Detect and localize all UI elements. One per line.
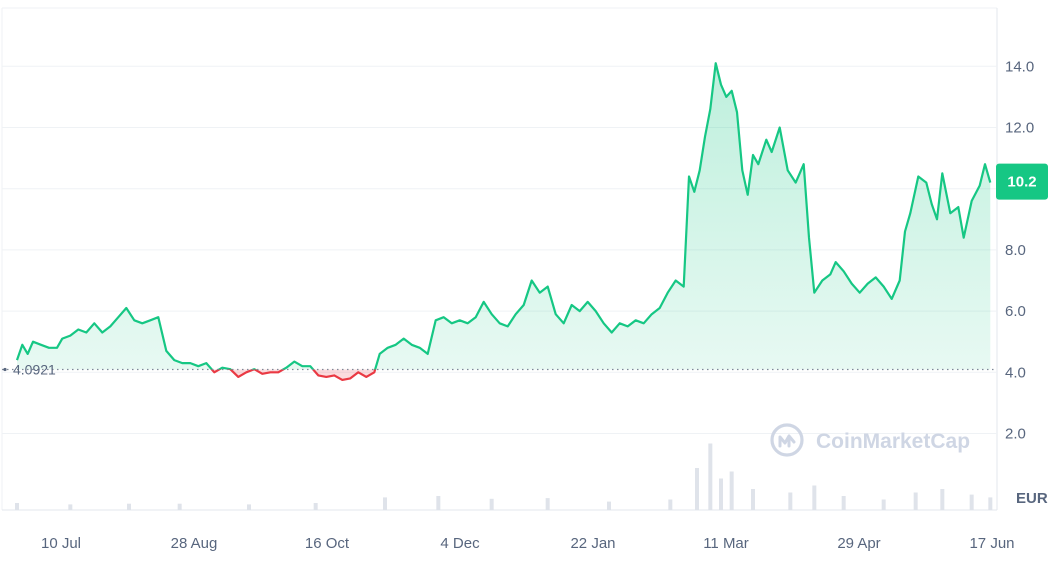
price-area-up bbox=[17, 63, 991, 370]
volume-bar bbox=[313, 503, 318, 510]
volume-bar bbox=[881, 499, 886, 510]
y-tick-label: 12.0 bbox=[1005, 120, 1034, 137]
volume-bar bbox=[607, 501, 611, 510]
volume-bar bbox=[15, 503, 19, 510]
volume-bar bbox=[719, 478, 723, 510]
volume-bar bbox=[68, 504, 73, 510]
volume-bar bbox=[940, 489, 945, 510]
coinmarketcap-logo-mark bbox=[778, 434, 796, 448]
current-price-badge[interactable] bbox=[996, 163, 1048, 200]
reference-price-label: 4.0921 bbox=[13, 361, 56, 377]
current-price-label: 10.2 bbox=[1007, 174, 1036, 191]
volume-bar bbox=[489, 498, 494, 510]
volume-bar bbox=[668, 499, 673, 510]
x-tick-label: 29 Apr bbox=[837, 535, 880, 552]
x-tick-label: 11 Mar bbox=[703, 535, 749, 552]
y-tick-label: 8.0 bbox=[1005, 242, 1026, 259]
volume-bar bbox=[988, 497, 993, 510]
x-tick-label: 22 Jan bbox=[570, 535, 615, 552]
volume-bar bbox=[127, 503, 131, 510]
volume-bar bbox=[695, 468, 699, 510]
y-tick-label: 2.0 bbox=[1005, 426, 1026, 443]
x-tick-label: 28 Aug bbox=[171, 535, 218, 552]
price-line-up[interactable] bbox=[15, 62, 992, 380]
x-tick-label: 4 Dec bbox=[440, 535, 480, 552]
x-tick-label: 16 Oct bbox=[305, 535, 350, 552]
x-tick-label: 10 Jul bbox=[41, 535, 81, 552]
volume-bar bbox=[247, 504, 251, 510]
y-tick-label: 14.0 bbox=[1005, 58, 1034, 75]
volume-bar bbox=[545, 498, 550, 510]
reference-dot bbox=[3, 367, 7, 372]
volume-bar bbox=[751, 489, 755, 510]
volume-bar bbox=[788, 492, 793, 510]
y-tick-label: 6.0 bbox=[1005, 303, 1026, 320]
currency-unit-label: EUR bbox=[1016, 490, 1048, 507]
x-tick-label: 17 Jun bbox=[969, 535, 1014, 552]
volume-bar bbox=[969, 494, 974, 510]
volume-bar bbox=[177, 503, 182, 510]
volume-bar bbox=[913, 492, 918, 510]
y-tick-label: 4.0 bbox=[1005, 364, 1026, 381]
volume-bar bbox=[812, 485, 817, 510]
watermark-text: CoinMarketCap bbox=[816, 430, 970, 453]
volume-bar bbox=[383, 497, 387, 510]
coinmarketcap-watermark: CoinMarketCap bbox=[770, 423, 970, 457]
volume-bar bbox=[841, 496, 846, 510]
volume-bar bbox=[708, 443, 713, 510]
volume-bar bbox=[436, 496, 441, 510]
volume-bar bbox=[729, 471, 734, 510]
coinmarketcap-logo-icon bbox=[770, 423, 804, 457]
